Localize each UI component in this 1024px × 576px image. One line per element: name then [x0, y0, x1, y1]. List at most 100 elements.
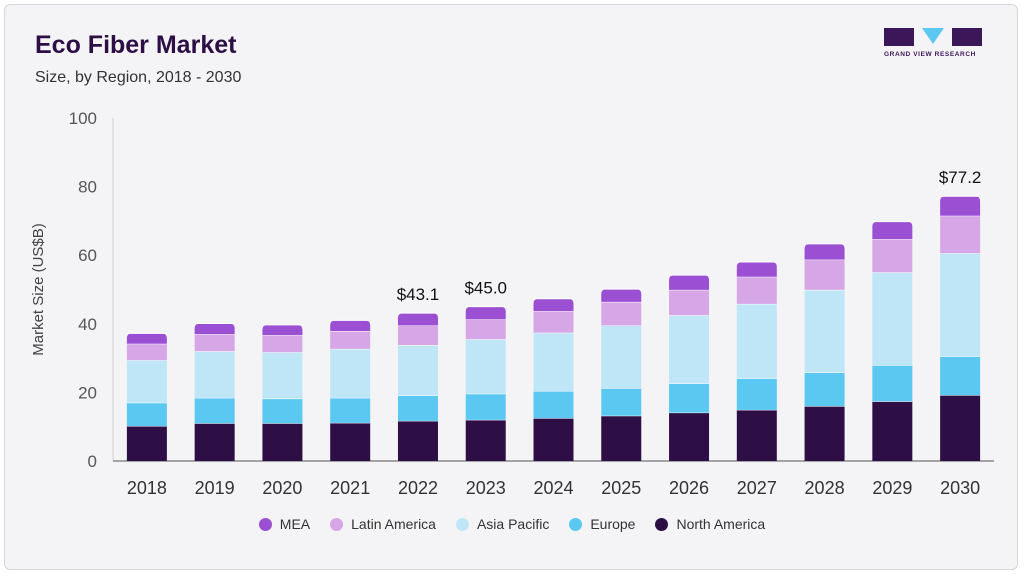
bar-segment	[804, 289, 845, 373]
legend-swatch	[569, 517, 583, 531]
chart-title: Eco Fiber Market	[35, 31, 237, 59]
bar-segment	[330, 348, 371, 398]
bar-segment	[872, 401, 913, 461]
bar-segment	[397, 345, 438, 396]
bar-segment	[736, 262, 777, 277]
y-tick-label: 100	[69, 109, 97, 128]
bar-segment	[330, 331, 371, 349]
brand-logo: GRAND VIEW RESEARCH	[884, 28, 984, 62]
legend-label: North America	[676, 516, 766, 532]
legend-label: Europe	[590, 516, 636, 532]
bar-segment	[262, 398, 303, 424]
x-tick-label: 2028	[805, 478, 845, 498]
chart-legend: MEA Latin America Asia Pacific Europe North …	[0, 516, 1024, 532]
bar-segment	[397, 395, 438, 421]
bar-segment	[601, 415, 642, 461]
legend-swatch	[455, 517, 469, 531]
data-label: $77.2	[939, 168, 982, 187]
y-tick-label: 20	[78, 383, 97, 402]
bar-segment	[330, 397, 371, 423]
x-tick-label: 2030	[940, 478, 980, 498]
legend-swatch	[330, 517, 344, 531]
brand-name: GRAND VIEW RESEARCH	[884, 51, 976, 58]
bar-segment	[940, 253, 981, 357]
bar-segment	[126, 402, 167, 427]
bar-segment	[194, 397, 235, 424]
bar-segment	[736, 303, 777, 379]
x-tick-label: 2018	[127, 478, 167, 498]
bar-segment	[601, 301, 642, 326]
bar-segment	[397, 325, 438, 346]
bar-segment	[940, 196, 981, 216]
bar-segment	[194, 323, 235, 335]
bar-segment	[465, 306, 506, 320]
bar-segment	[465, 393, 506, 420]
bar-segment	[601, 325, 642, 389]
legend-label: Asia Pacific	[476, 516, 550, 532]
bar-segment	[533, 298, 574, 312]
logo-mark-center	[918, 28, 948, 46]
legend-item: Latin America	[330, 516, 436, 532]
bar-segment	[601, 289, 642, 302]
bar-segment	[330, 422, 371, 461]
y-tick-label: 60	[78, 246, 97, 265]
bar-segment	[533, 391, 574, 419]
chart-card: Eco Fiber Market Size, by Region, 2018 -…	[4, 4, 1018, 570]
y-tick-label: 40	[78, 315, 97, 334]
bar-segment	[194, 334, 235, 352]
legend-item: North America	[655, 516, 765, 532]
bar-segment	[736, 378, 777, 410]
bar-segment	[872, 365, 913, 402]
bar-segment	[804, 406, 845, 461]
bar-segment	[533, 418, 574, 461]
legend-item: Europe	[569, 516, 635, 532]
bar-segment	[872, 272, 913, 366]
bar-segment	[262, 352, 303, 399]
x-tick-label: 2020	[262, 478, 302, 498]
bar-segment	[126, 426, 167, 461]
bar-segment	[397, 420, 438, 461]
y-tick-label: 80	[78, 178, 97, 197]
bar-segment	[669, 412, 710, 461]
x-tick-label: 2022	[398, 478, 438, 498]
bar-segment	[669, 275, 710, 290]
y-tick-label: 0	[88, 452, 97, 471]
bar-segment	[126, 360, 167, 403]
bar-segment	[465, 339, 506, 394]
legend-label: Latin America	[351, 516, 436, 532]
bar-segment	[465, 419, 506, 461]
bar-segment	[601, 388, 642, 416]
bar-segment	[262, 423, 303, 461]
bar-segment	[736, 276, 777, 304]
logo-mark-right	[952, 28, 982, 46]
bar-segment	[804, 372, 845, 407]
bar-segment	[804, 259, 845, 290]
bar-segment	[940, 215, 981, 254]
bar-segment	[940, 356, 981, 396]
legend-item: Asia Pacific	[455, 516, 550, 532]
bar-segment	[533, 332, 574, 392]
x-tick-label: 2024	[533, 478, 573, 498]
data-label: $43.1	[397, 285, 440, 304]
legend-swatch	[258, 517, 272, 531]
x-tick-label: 2019	[195, 478, 235, 498]
bar-segment	[194, 351, 235, 398]
x-tick-label: 2023	[466, 478, 506, 498]
x-tick-label: 2025	[601, 478, 641, 498]
bar-segment	[126, 343, 167, 361]
bar-segment	[397, 313, 438, 326]
bar-segment	[669, 289, 710, 316]
bar-segment	[872, 239, 913, 273]
bar-segment	[669, 383, 710, 413]
bar-segment	[804, 243, 845, 260]
x-tick-label: 2026	[669, 478, 709, 498]
legend-label: MEA	[279, 516, 311, 532]
bar-segment	[669, 315, 710, 384]
data-label: $45.0	[464, 279, 507, 298]
bar-segment	[533, 311, 574, 333]
bar-segment	[262, 335, 303, 353]
legend-item: MEA	[258, 516, 311, 532]
bar-segment	[330, 320, 371, 332]
legend-swatch	[655, 517, 669, 531]
